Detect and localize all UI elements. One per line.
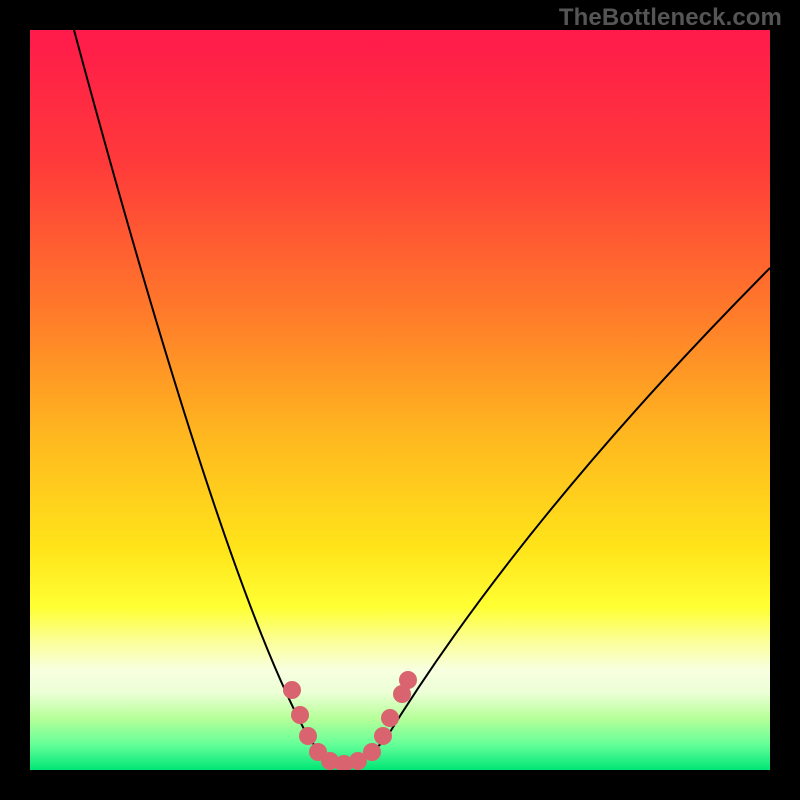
watermark-text: TheBottleneck.com [559,4,782,32]
optimal-marker [374,727,392,745]
optimal-marker [363,743,381,761]
optimal-marker [291,706,309,724]
optimal-marker [381,709,399,727]
frame-border [770,0,800,800]
gradient-background [30,30,770,770]
optimal-marker [399,671,417,689]
bottleneck-chart [30,30,770,770]
optimal-marker [299,727,317,745]
frame-border [0,770,800,800]
optimal-marker [283,681,301,699]
frame-border [0,0,30,800]
